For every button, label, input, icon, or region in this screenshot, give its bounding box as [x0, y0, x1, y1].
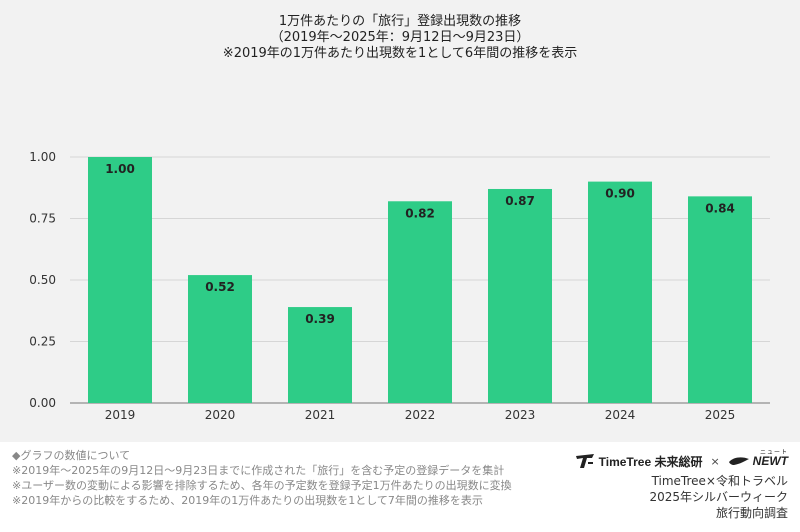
x-tick-label: 2024 — [605, 408, 636, 422]
y-tick-label: 0.75 — [29, 212, 56, 226]
timetree-mark-icon — [575, 454, 594, 468]
x-tick-label: 2021 — [305, 408, 336, 422]
data-label: 0.87 — [505, 194, 535, 208]
bar — [588, 181, 652, 403]
x-tick-label: 2022 — [405, 408, 436, 422]
y-tick-label: 0.50 — [29, 273, 56, 287]
bar-chart: 0.00 0.25 0.50 0.75 1.00 1.00 2019 0.52 2020 0.39… — [29, 150, 770, 422]
data-label: 0.84 — [705, 201, 735, 215]
bar — [688, 196, 752, 403]
footnotes: ◆グラフの数値について ※2019年〜2025年の9月12日〜9月23日までに作… — [12, 448, 572, 508]
timetree-logo: TimeTree 未来総研 — [575, 453, 703, 470]
footnote-line-2: ※ユーザー数の変動による影響を排除するため、各年の予定数を登録予定1万件あたりの… — [12, 479, 512, 492]
data-label: 0.52 — [205, 280, 235, 294]
bar — [388, 201, 452, 403]
bar — [288, 307, 352, 403]
chart-title-line-3: ※2019年の1万件あたり出現数を1として6年間の推移を表示 — [222, 46, 578, 61]
collab-times-sign: × — [710, 454, 720, 468]
x-tick-label: 2025 — [705, 408, 736, 422]
survey-line-2: 2025年シルバーウィーク — [649, 490, 788, 504]
branding: TimeTree 未来総研 × NEWT ニュート TimeTree×令和トラベ… — [558, 450, 788, 521]
survey-line-3: 旅行動向調査 — [715, 506, 788, 520]
newt-logo-sub: ニュート — [759, 450, 788, 456]
y-tick-label: 0.25 — [29, 335, 56, 349]
footnote-header: ◆グラフの数値について — [12, 449, 131, 462]
data-label: 0.39 — [305, 312, 335, 326]
bar — [488, 188, 552, 403]
chart-title-line-2: （2019年〜2025年：9月12日〜9月23日） — [270, 30, 530, 45]
footnote-line-1: ※2019年〜2025年の9月12日〜9月23日までに作成された「旅行」を含む予… — [12, 464, 505, 477]
newt-mark-icon — [728, 457, 749, 465]
chart-title-line-1: 1万件あたりの「旅行」登録出現数の推移 — [278, 14, 522, 29]
chart-panel: 1万件あたりの「旅行」登録出現数の推移 （2019年〜2025年：9月12日〜9… — [0, 0, 800, 442]
timetree-logo-text: TimeTree 未来総研 — [598, 454, 703, 469]
y-tick-label: 0.00 — [29, 396, 56, 410]
footnote-line-3: ※2019年からの比較をするため、2019年の1万件あたりの出現数を1として7年… — [12, 494, 483, 507]
x-tick-label: 2019 — [105, 408, 136, 422]
survey-title: TimeTree×令和トラベル 2025年シルバーウィーク 旅行動向調査 — [558, 473, 788, 521]
x-tick-label: 2020 — [205, 408, 236, 422]
newt-logo: NEWT ニュート — [728, 450, 788, 468]
survey-line-1: TimeTree×令和トラベル — [651, 474, 788, 488]
data-label: 0.82 — [405, 206, 435, 220]
bar — [188, 275, 252, 403]
bar — [88, 157, 152, 403]
x-tick-label: 2023 — [505, 408, 536, 422]
partner-logos: TimeTree 未来総研 × NEWT ニュート — [558, 450, 788, 472]
y-tick-label: 1.00 — [29, 150, 56, 164]
data-label: 0.90 — [605, 187, 635, 201]
data-label: 1.00 — [105, 162, 135, 176]
chart-title: 1万件あたりの「旅行」登録出現数の推移 （2019年〜2025年：9月12日〜9… — [0, 14, 800, 62]
newt-logo-text: NEWT — [752, 454, 788, 468]
